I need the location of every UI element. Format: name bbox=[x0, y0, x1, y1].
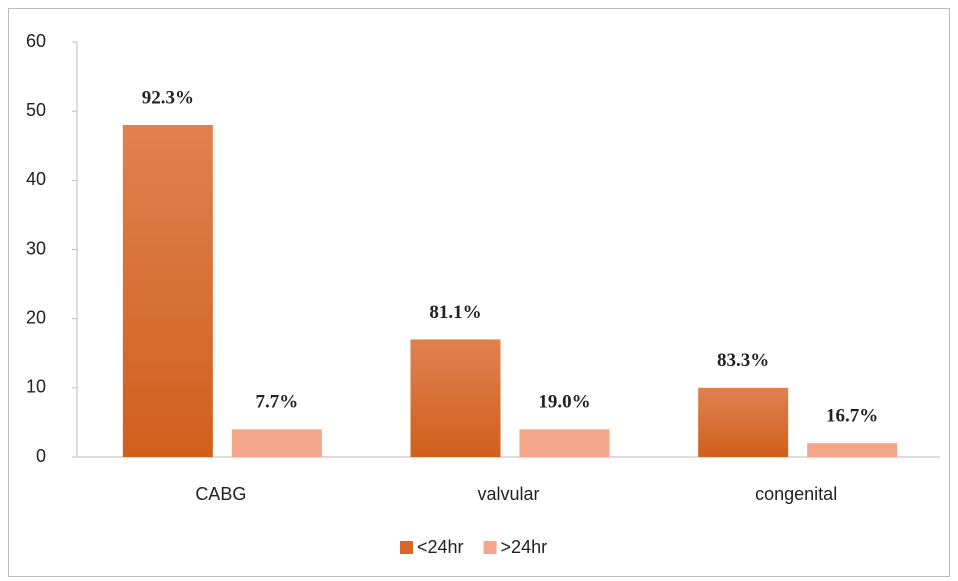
bar bbox=[231, 429, 322, 457]
bar bbox=[410, 339, 501, 457]
bar bbox=[698, 387, 789, 457]
x-tick-label: congenital bbox=[755, 484, 837, 504]
data-label: 16.7% bbox=[826, 406, 878, 427]
legend-swatch bbox=[483, 541, 497, 554]
bar bbox=[519, 429, 610, 457]
data-label: 81.1% bbox=[429, 302, 481, 323]
legend-swatch bbox=[400, 541, 413, 554]
y-tick-label: 60 bbox=[26, 31, 46, 51]
x-tick-label: CABG bbox=[195, 484, 246, 504]
data-label: 7.7% bbox=[255, 392, 298, 413]
bar bbox=[122, 125, 213, 457]
y-tick-label: 50 bbox=[26, 100, 46, 120]
y-tick-label: 10 bbox=[26, 377, 46, 397]
y-tick-label: 20 bbox=[26, 307, 46, 327]
y-tick-label: 40 bbox=[26, 169, 46, 189]
legend-label: <24hr bbox=[417, 537, 464, 557]
y-tick-label: 0 bbox=[36, 446, 46, 466]
data-label: 19.0% bbox=[538, 392, 590, 413]
data-label: 83.3% bbox=[717, 350, 769, 371]
x-tick-label: valvular bbox=[477, 484, 539, 504]
bar bbox=[807, 443, 898, 457]
legend-label: >24hr bbox=[501, 537, 548, 557]
y-tick-label: 30 bbox=[26, 238, 46, 258]
data-label: 92.3% bbox=[142, 87, 194, 108]
